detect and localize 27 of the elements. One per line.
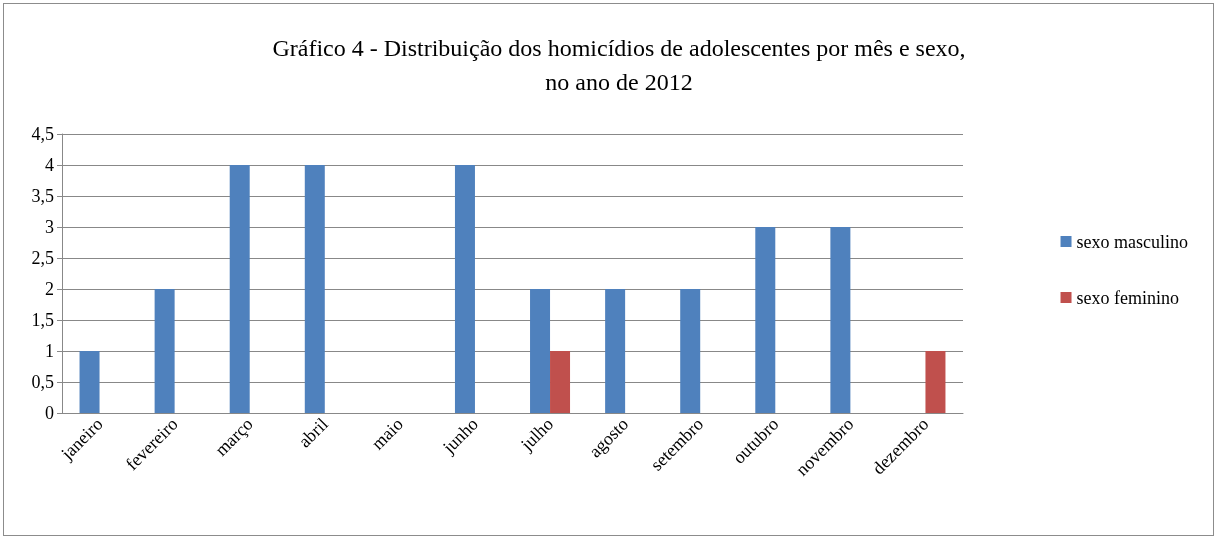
y-tick-label: 0 xyxy=(45,403,54,423)
y-tick-label: 1,5 xyxy=(31,310,54,330)
legend-label: sexo feminino xyxy=(1076,287,1179,308)
x-tick-label: abril xyxy=(294,413,332,452)
x-tick-label: maio xyxy=(367,413,407,454)
bar xyxy=(680,289,701,413)
bar xyxy=(154,289,175,413)
bar xyxy=(530,289,551,413)
y-tick-label: 2 xyxy=(45,279,54,299)
bar xyxy=(229,165,250,413)
y-tick-label: 4,5 xyxy=(31,124,54,144)
y-tick-label: 2,5 xyxy=(31,248,54,268)
y-tick-label: 3,5 xyxy=(31,186,54,206)
y-tick-label: 3 xyxy=(45,217,54,237)
y-tick-label: 0,5 xyxy=(31,372,54,392)
bar xyxy=(79,351,100,413)
bar xyxy=(830,227,851,413)
y-tick-label: 1 xyxy=(45,341,54,361)
chart-title: Gráfico 4 - Distribuição dos homicídios de adolescentes por mês e sexo, no ano de 2012 xyxy=(272,35,966,95)
bar xyxy=(304,165,325,413)
bar xyxy=(550,351,571,413)
bar xyxy=(925,351,946,413)
bar xyxy=(605,289,626,413)
bar xyxy=(454,165,475,413)
y-tick-label: 4 xyxy=(45,155,54,175)
bar xyxy=(755,227,776,413)
legend-label: sexo masculino xyxy=(1076,231,1188,252)
